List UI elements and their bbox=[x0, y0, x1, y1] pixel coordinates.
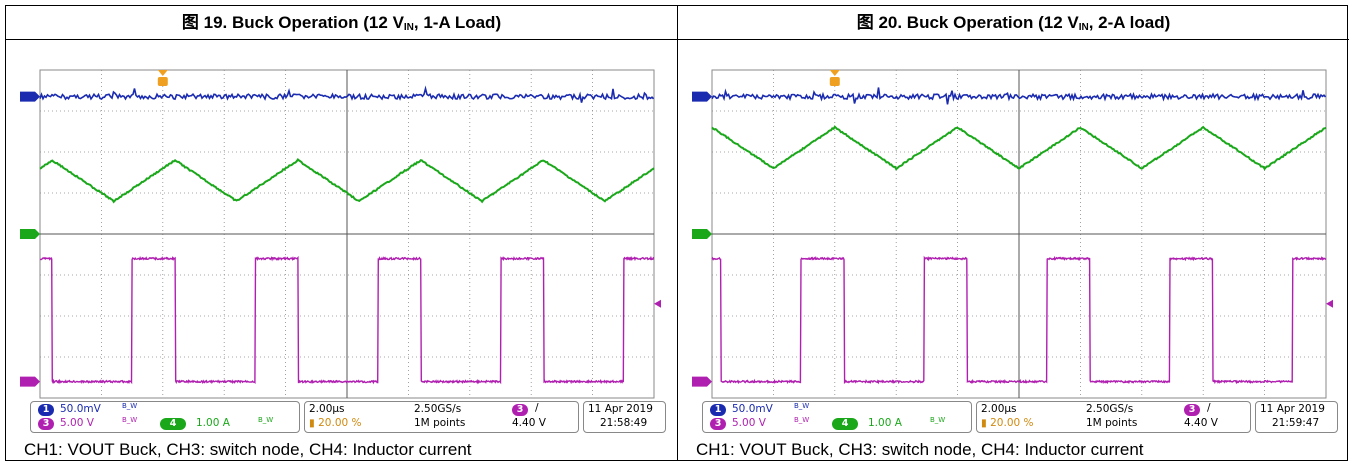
waveform-plot bbox=[20, 69, 661, 399]
graticule-grid bbox=[712, 70, 1326, 398]
ch3-level-marker bbox=[20, 376, 40, 387]
record-length: 1M points bbox=[1086, 417, 1138, 429]
figure-frame: 图 19. Buck Operation (12 VIN, 1-A Load) … bbox=[5, 5, 1349, 461]
panel-caption: CH1: VOUT Buck, CH3: switch node, CH4: I… bbox=[696, 440, 1144, 459]
ch4-inductor-current-trace bbox=[39, 158, 655, 204]
trigger-level-marker bbox=[1326, 299, 1333, 308]
ch4-scale: 1.00 A bbox=[868, 417, 902, 429]
ch1-scale: 50.0mV bbox=[60, 403, 101, 415]
ch3-badge: 3 bbox=[710, 418, 726, 430]
sample-rate: 2.50GS/s bbox=[414, 403, 462, 415]
trigger-level-marker bbox=[654, 299, 661, 308]
trigger-position: ▮ 20.00 % bbox=[981, 417, 1034, 429]
ch3-bw-limit: B_W bbox=[122, 416, 138, 424]
timebase: 2.00µs bbox=[309, 403, 345, 415]
graticule-grid bbox=[40, 70, 654, 398]
ch3-switch-node-trace bbox=[40, 255, 655, 385]
ch1-bw-limit: B_W bbox=[794, 402, 810, 410]
ch1-scale: 50.0mV bbox=[732, 403, 773, 415]
trigger-source-badge: 3 bbox=[1184, 404, 1200, 416]
channel-scales-box bbox=[30, 401, 300, 433]
ch1-vout-trace bbox=[711, 87, 1327, 105]
ch3-level-marker bbox=[692, 376, 712, 387]
sample-rate: 2.50GS/s bbox=[1086, 403, 1134, 415]
ch4-bw-limit: B_W bbox=[258, 416, 274, 424]
trigger-position: ▮ 20.00 % bbox=[309, 417, 362, 429]
panel-caption: CH1: VOUT Buck, CH3: switch node, CH4: I… bbox=[24, 440, 472, 459]
panel-fig19: 图 19. Buck Operation (12 VIN, 1-A Load) … bbox=[6, 6, 677, 460]
ch4-badge: 4 bbox=[160, 418, 186, 430]
ch4-scale: 1.00 A bbox=[196, 417, 230, 429]
oscilloscope-screen: 1 50.0mV B_W 3 5.00 V B_W 4 1.00 A B_W 2.00µs ▮ 20… bbox=[690, 62, 1338, 440]
date: 11 Apr 2019 bbox=[1260, 403, 1325, 415]
datetime-box bbox=[1255, 401, 1338, 433]
trigger-position-marker bbox=[157, 70, 168, 86]
ch3-switch-node-trace bbox=[711, 255, 1327, 385]
trigger-position-marker bbox=[829, 70, 840, 86]
timebase: 2.00µs bbox=[981, 403, 1017, 415]
trigger-source-badge: 3 bbox=[512, 404, 528, 416]
ch4-level-marker bbox=[20, 229, 40, 239]
ch3-badge: 3 bbox=[38, 418, 54, 430]
oscilloscope-screen: 1 50.0mV B_W 3 5.00 V B_W 4 1.00 A B_W 2.00µs ▮ 20… bbox=[18, 62, 666, 440]
ch1-badge: 1 bbox=[38, 404, 54, 416]
ch1-level-marker bbox=[20, 91, 40, 102]
ch4-badge: 4 bbox=[832, 418, 858, 430]
ch4-inductor-current-trace bbox=[711, 125, 1327, 171]
acquisition-box bbox=[976, 401, 1251, 433]
time: 21:59:47 bbox=[1272, 417, 1320, 429]
record-length: 1M points bbox=[414, 417, 466, 429]
datetime-box bbox=[583, 401, 666, 433]
trigger-level: 4.40 V bbox=[1184, 417, 1218, 429]
acquisition-box bbox=[304, 401, 579, 433]
trigger-slope: / bbox=[535, 402, 539, 414]
date: 11 Apr 2019 bbox=[588, 403, 653, 415]
panel-fig20: 图 20. Buck Operation (12 VIN, 2-A load) … bbox=[678, 6, 1349, 460]
trigger-level: 4.40 V bbox=[512, 417, 546, 429]
ch4-bw-limit: B_W bbox=[930, 416, 946, 424]
ch1-badge: 1 bbox=[710, 404, 726, 416]
panel-title: 图 19. Buck Operation (12 VIN, 1-A Load) bbox=[6, 6, 677, 40]
trigger-slope: / bbox=[1207, 402, 1211, 414]
ch3-scale: 5.00 V bbox=[732, 417, 766, 429]
ch1-level-marker bbox=[692, 91, 712, 102]
time: 21:58:49 bbox=[600, 417, 648, 429]
ch1-bw-limit: B_W bbox=[122, 402, 138, 410]
ch3-scale: 5.00 V bbox=[60, 417, 94, 429]
ch1-vout-trace bbox=[39, 85, 655, 103]
panel-divider bbox=[677, 6, 678, 460]
waveform-plot bbox=[692, 69, 1333, 399]
ch4-level-marker bbox=[692, 229, 712, 239]
ch3-bw-limit: B_W bbox=[794, 416, 810, 424]
panel-title: 图 20. Buck Operation (12 VIN, 2-A load) bbox=[678, 6, 1349, 40]
